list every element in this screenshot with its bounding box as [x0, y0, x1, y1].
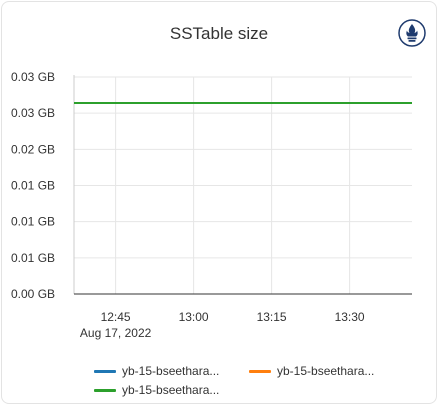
y-tick-label: 0.03 GB — [11, 70, 55, 84]
legend-label: yb-15-bseethara... — [122, 383, 219, 397]
x-tick-label: 12:45 — [101, 310, 131, 324]
y-tick-label: 0.01 GB — [11, 251, 55, 265]
x-date-label: Aug 17, 2022 — [80, 326, 152, 340]
legend-item-3[interactable]: yb-15-bseethara... — [94, 383, 219, 397]
legend-item-2[interactable]: yb-15-bseethara... — [249, 364, 374, 378]
x-tick-label: 13:15 — [257, 310, 287, 324]
line-chart: 0.00 GB 0.01 GB 0.01 GB 0.01 GB 0.02 GB 0.03 … — [2, 2, 438, 362]
y-tick-label: 0.00 GB — [11, 287, 55, 301]
x-tick-label: 13:00 — [179, 310, 209, 324]
y-tick-label: 0.03 GB — [11, 106, 55, 120]
legend-label: yb-15-bseethara... — [122, 364, 219, 378]
x-tick-label: 13:30 — [335, 310, 365, 324]
legend-label: yb-15-bseethara... — [277, 364, 374, 378]
y-tick-label: 0.01 GB — [11, 215, 55, 229]
legend-swatch — [249, 370, 271, 373]
legend-item-1[interactable]: yb-15-bseethara... — [94, 364, 219, 378]
legend-swatch — [94, 370, 116, 373]
legend-swatch — [94, 389, 116, 392]
y-tick-label: 0.01 GB — [11, 179, 55, 193]
y-tick-label: 0.02 GB — [11, 142, 55, 156]
